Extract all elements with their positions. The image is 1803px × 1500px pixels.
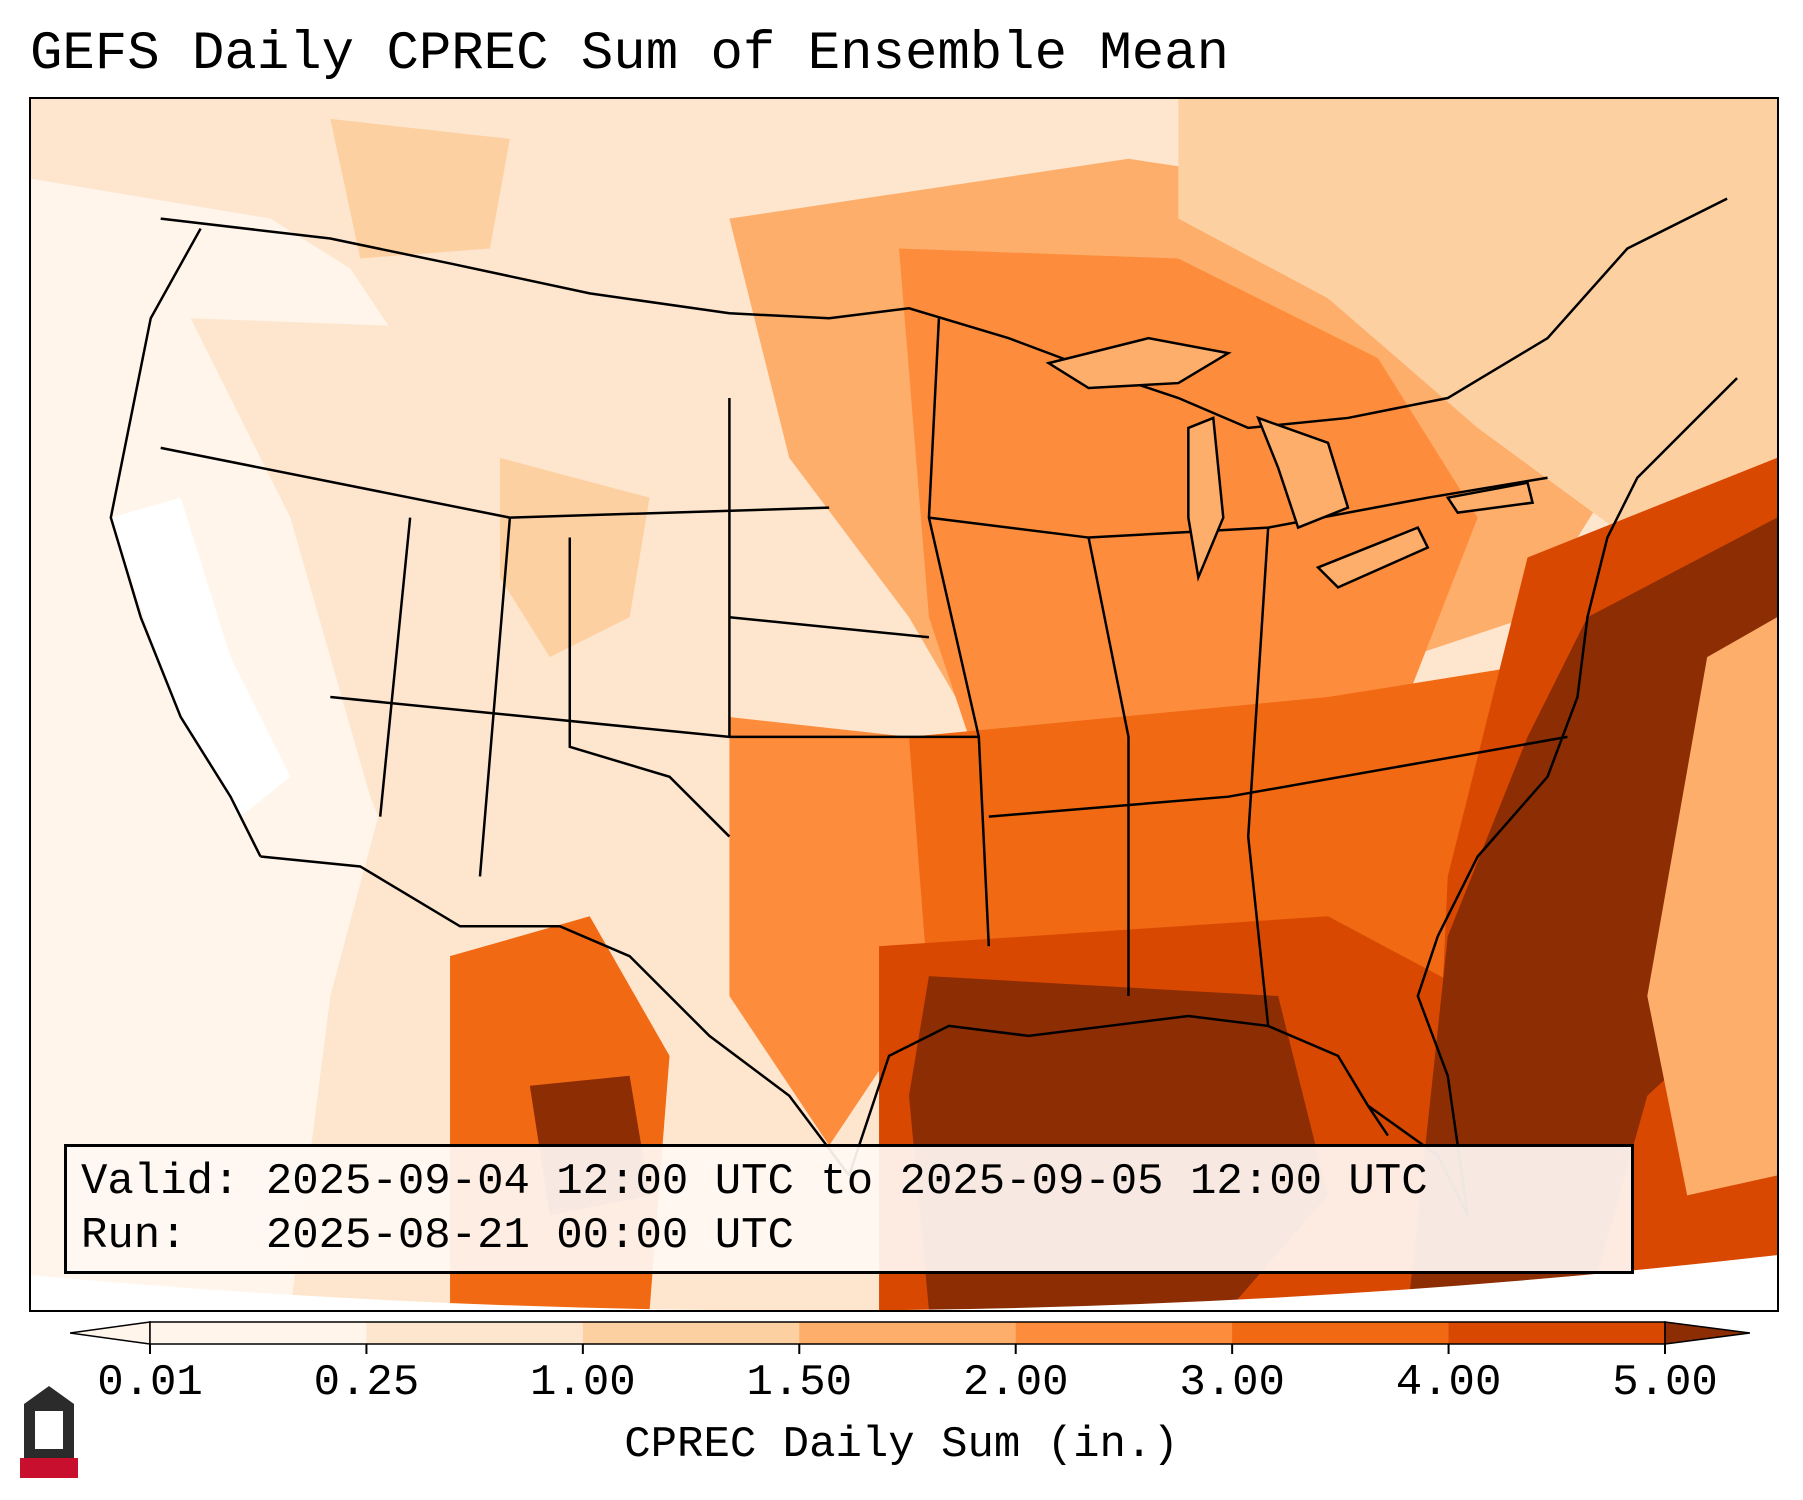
state-line-3 <box>478 517 512 877</box>
atlantic-coast <box>1436 377 1738 937</box>
state-line-10 <box>1246 527 1270 1027</box>
colorbar-outline <box>149 1321 1666 1345</box>
state-line-9 <box>1087 537 1130 997</box>
colorbar-segment <box>150 1322 367 1344</box>
state-line-6 <box>927 318 991 947</box>
colorbar-tick-label: 5.00 <box>1612 1358 1718 1408</box>
colorbar-tick-label: 0.25 <box>313 1358 420 1408</box>
colorbar-tick-label: 3.00 <box>1179 1358 1285 1408</box>
lake-superior <box>1045 336 1232 390</box>
colorbar-segment <box>1232 1322 1450 1344</box>
projection-edge-bottom <box>31 1255 1777 1310</box>
us-mexico-border <box>260 855 851 1177</box>
precip-zone-very-low-pacific <box>31 378 261 1196</box>
validity-info-box: Valid: 2025-09-04 12:00 UTC to 2025-09-0… <box>64 1144 1634 1274</box>
colorbar <box>70 1321 1750 1354</box>
us-canada-border <box>160 197 1728 430</box>
precip-zone-light-northeast <box>1178 99 1777 538</box>
colorbar-segment <box>366 1322 584 1344</box>
colorbar-tick-label: 1.50 <box>746 1358 853 1408</box>
lake-ontario <box>1445 481 1535 514</box>
colorbar-label: CPREC Daily Sum (in.) <box>624 1420 1179 1470</box>
precip-zone-low-rockies <box>190 318 790 997</box>
colorbar-segment <box>799 1322 1017 1344</box>
state-line-12 <box>568 537 731 838</box>
precip-zone-light-atlantic-edge <box>1647 617 1777 1196</box>
colorbar-tick-label: 2.00 <box>962 1358 1069 1408</box>
precip-zone-light-northwest <box>330 118 510 259</box>
great-lakes <box>1045 336 1535 589</box>
west-coast <box>109 227 262 858</box>
precip-zone-light-rockies <box>499 457 650 658</box>
state-line-2 <box>378 517 412 817</box>
niu-logo <box>20 1386 78 1478</box>
gulf-coast <box>847 1014 1389 1176</box>
lake-michigan <box>1187 416 1225 582</box>
precip-zone-white-california <box>110 497 291 817</box>
precipitation-map[interactable] <box>29 97 1779 1312</box>
valid-time-text: Valid: 2025-09-04 12:00 UTC to 2025-09-0… <box>81 1157 1428 1207</box>
state-line-11 <box>729 616 930 639</box>
colorbar-segment <box>1448 1322 1666 1344</box>
colorbar-tick-label: 4.00 <box>1395 1358 1502 1408</box>
colorbar-segment <box>582 1322 800 1344</box>
political-borders <box>109 197 1738 1216</box>
precip-zone-extreme-atlantic <box>1407 517 1777 1310</box>
lake-huron <box>1256 415 1350 530</box>
map-title: GEFS Daily CPREC Sum of Ensemble Mean <box>30 24 1229 85</box>
state-line-8 <box>988 735 1568 818</box>
logo-banner <box>20 1458 78 1478</box>
colorbar-segment <box>1015 1322 1233 1344</box>
run-time-text: Run: 2025-08-21 00:00 UTC <box>81 1211 794 1261</box>
colorbar-extend-low <box>70 1321 151 1345</box>
colorbar-tick-label: 1.00 <box>530 1358 636 1408</box>
map-canvas <box>31 99 1777 1310</box>
lake-erie <box>1315 526 1430 589</box>
logo-building <box>33 1409 65 1451</box>
colorbar-tick-label: 0.01 <box>97 1358 203 1408</box>
colorbar-extend-high <box>1664 1321 1750 1345</box>
